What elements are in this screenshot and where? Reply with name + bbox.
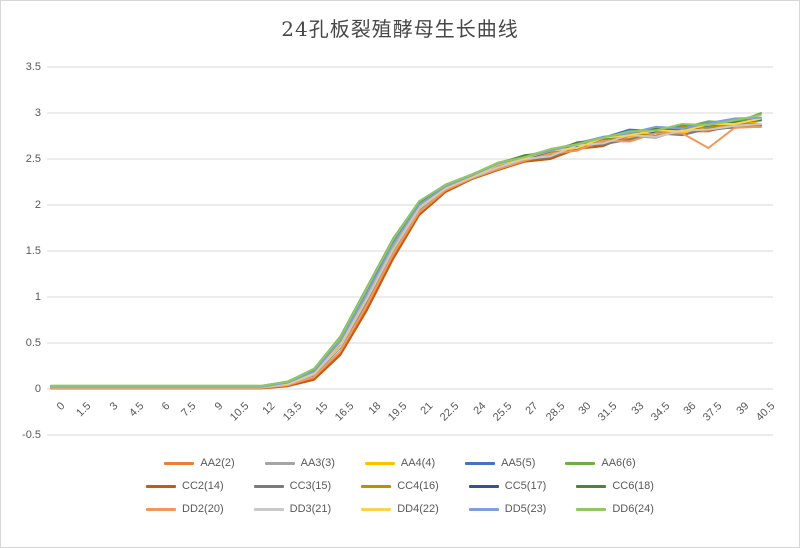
y-axis-tick-label: 2.5 [25,153,41,165]
series-line-CC4(16)[interactable] [50,122,762,389]
legend-item-AA3(3)[interactable]: AA3(3) [264,457,335,469]
legend-label: CC4(16) [397,480,439,492]
legend-line-swatch [576,484,607,488]
legend-item-DD3(21)[interactable]: DD3(21) [253,503,332,515]
legend-item-CC3(15)[interactable]: CC3(15) [253,480,332,492]
legend-line-swatch [253,507,284,511]
legend-label: DD6(24) [612,503,654,515]
legend-line-swatch [361,484,392,488]
legend-line-swatch [253,484,284,488]
legend-line-swatch [576,507,607,511]
series-line-DD5(23)[interactable] [50,116,762,388]
legend-row: AA2(2) AA3(3) AA4(4) AA5(5) AA6(6) [1,457,799,469]
legend-item-DD2(20)[interactable]: DD2(20) [146,503,224,515]
legend-item-AA6(6)[interactable]: AA6(6) [565,457,636,469]
series-line-DD3(21)[interactable] [50,123,762,389]
legend-label: AA5(5) [501,457,536,469]
series-line-CC2(14)[interactable] [50,125,762,390]
legend-line-swatch [364,461,395,465]
legend-line-swatch [146,507,177,511]
legend-line-swatch [361,507,392,511]
legend-line-swatch [164,461,195,465]
legend-line-swatch [465,461,496,465]
y-axis-tick-label: 3.5 [25,61,41,73]
legend-line-swatch [146,484,177,488]
legend-label: DD3(21) [289,503,332,515]
series-line-AA4(4)[interactable] [50,119,762,388]
legend-label: CC2(14) [182,480,224,492]
legend-item-DD4(22)[interactable]: DD4(22) [361,503,439,515]
series-line-CC3(15)[interactable] [50,124,762,389]
y-axis-tick-label: 0 [34,383,41,395]
legend-row: DD2(20) DD3(21) DD4(22) DD5(23) DD6(24) [1,503,799,515]
legend-line-swatch [468,484,499,488]
legend: AA2(2) AA3(3) AA4(4) AA5(5) AA6(6) CC2(14) CC3… [1,457,799,515]
legend-label: CC5(17) [504,480,547,492]
legend-item-DD6(24)[interactable]: DD6(24) [576,503,654,515]
legend-label: AA6(6) [601,457,636,469]
legend-label: CC3(15) [289,480,332,492]
legend-line-swatch [565,461,596,465]
legend-row: CC2(14) CC3(15) CC4(16) CC5(17) CC6(18) [1,480,799,492]
legend-item-AA2(2)[interactable]: AA2(2) [164,457,235,469]
legend-label: AA2(2) [200,457,235,469]
legend-item-CC4(16)[interactable]: CC4(16) [361,480,439,492]
legend-item-AA4(4)[interactable]: AA4(4) [364,457,436,469]
legend-item-AA5(5)[interactable]: AA5(5) [465,457,535,469]
y-axis-tick-label: 1.5 [25,245,41,257]
legend-label: DD4(22) [397,503,439,515]
legend-label: DD5(23) [504,503,547,515]
y-axis-tick-label: 3 [34,107,41,119]
legend-label: DD2(20) [182,503,224,515]
legend-item-CC6(18)[interactable]: CC6(18) [576,480,654,492]
series-line-AA3(3)[interactable] [50,124,762,389]
y-axis-tick-label: 2 [34,199,41,211]
legend-label: CC6(18) [612,480,654,492]
y-axis-tick-label: 0.5 [25,337,41,349]
legend-item-CC5(17)[interactable]: CC5(17) [468,480,547,492]
legend-label: AA3(3) [300,457,335,469]
series-line-AA2(2)[interactable] [50,123,762,390]
legend-label: AA4(4) [400,457,436,469]
y-axis-tick-label: 1 [34,291,41,303]
chart-title: 24孔板裂殖酵母生长曲线 [281,17,519,41]
legend-item-DD5(23)[interactable]: DD5(23) [468,503,547,515]
legend-line-swatch [468,507,499,511]
y-axis-tick-label: -0.5 [22,429,41,441]
series-line-AA6(6)[interactable] [50,112,762,387]
series-line-DD6(24)[interactable] [50,113,762,387]
legend-line-swatch [264,461,295,465]
series-line-CC6(18)[interactable] [50,119,762,388]
legend-item-CC2(14)[interactable]: CC2(14) [146,480,224,492]
series-line-DD2(20)[interactable] [50,125,762,389]
